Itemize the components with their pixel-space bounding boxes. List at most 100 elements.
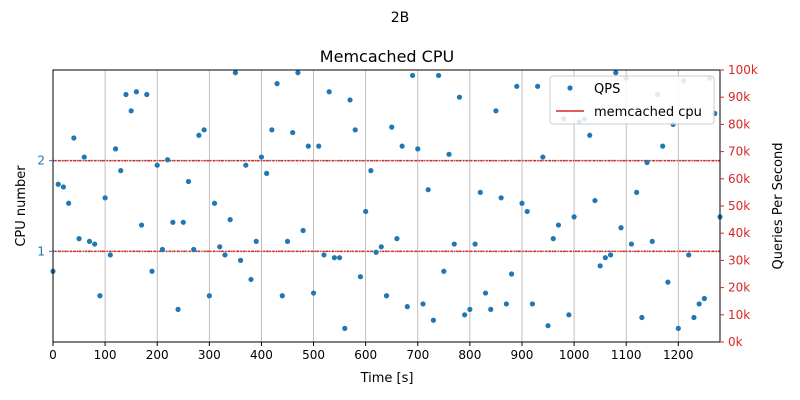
legend-cpu-label: memcached cpu — [594, 105, 702, 120]
qps-point — [472, 241, 478, 247]
x-tick-label: 100 — [94, 348, 117, 362]
qps-point — [430, 317, 436, 323]
y-right-tick-label: 70k — [728, 145, 750, 159]
qps-point — [112, 146, 119, 152]
qps-point — [524, 208, 530, 215]
qps-point — [436, 72, 442, 79]
qps-point — [696, 301, 702, 307]
qps-point — [144, 91, 150, 98]
x-tick-label: 400 — [250, 348, 273, 362]
qps-point — [107, 252, 113, 258]
qps-point — [686, 252, 692, 258]
qps-point — [321, 252, 327, 258]
qps-point — [97, 293, 103, 299]
qps-point — [529, 301, 536, 307]
y-right-tick-label: 20k — [728, 281, 750, 295]
x-tick-label: 700 — [406, 348, 429, 362]
qps-point — [446, 151, 452, 157]
qps-point — [545, 323, 551, 329]
qps-point — [441, 268, 447, 274]
qps-point — [175, 306, 181, 312]
qps-point — [217, 244, 223, 250]
legend-box — [549, 75, 715, 125]
qps-point — [237, 257, 244, 263]
qps-point — [81, 154, 87, 160]
qps-point — [555, 222, 562, 228]
qps-point — [331, 255, 337, 261]
qps-point — [535, 83, 541, 89]
qps-point — [310, 290, 317, 296]
chart-title: Memcached CPU — [320, 47, 454, 66]
y-right-tick-label: 40k — [728, 226, 750, 240]
qps-point — [342, 325, 348, 331]
qps-point — [290, 129, 296, 136]
qps-point — [383, 293, 390, 299]
qps-point — [482, 290, 489, 296]
qps-point — [243, 162, 249, 168]
y-right-tick-label: 30k — [728, 253, 750, 267]
x-tick-label: 1100 — [611, 348, 642, 362]
x-axis: 0 100 200 300 400 500 600 700 800 900 1000 1100 1200 — [49, 342, 694, 362]
qps-point — [592, 197, 598, 204]
qps-point — [71, 135, 77, 141]
qps-point — [456, 94, 463, 100]
qps-point — [86, 238, 93, 244]
qps-point — [102, 195, 108, 201]
qps-point — [222, 252, 228, 258]
qps-point — [404, 304, 410, 310]
qps-point — [274, 81, 280, 87]
x-tick-label: 1000 — [559, 348, 590, 362]
qps-point — [347, 97, 353, 103]
qps-point — [399, 143, 405, 149]
qps-point — [269, 127, 275, 133]
qps-point — [420, 301, 426, 307]
qps-point — [337, 255, 343, 261]
qps-point — [409, 72, 416, 79]
y-left-tick-label: 1 — [37, 244, 45, 258]
qps-point — [185, 178, 192, 185]
qps-point — [587, 132, 593, 138]
qps-point — [508, 271, 515, 277]
qps-point — [634, 189, 640, 195]
y-right-tick-label: 100k — [728, 63, 758, 77]
qps-point — [154, 162, 160, 168]
qps-point — [284, 238, 291, 244]
qps-point — [357, 274, 364, 280]
qps-point — [639, 314, 645, 321]
qps-point — [326, 89, 332, 95]
qps-point — [76, 236, 82, 242]
legend-qps-label: QPS — [594, 82, 620, 97]
legend-qps-marker — [567, 85, 573, 91]
y-right-tick-label: 10k — [728, 308, 750, 322]
qps-point — [540, 154, 546, 160]
qps-point — [467, 306, 473, 312]
qps-point — [451, 241, 457, 247]
qps-point — [92, 241, 98, 247]
x-tick-label: 600 — [354, 348, 377, 362]
y-right-tick-label: 90k — [728, 90, 750, 104]
qps-point — [628, 241, 635, 247]
y-right-tick-label: 80k — [728, 117, 750, 131]
y-axis-left: 12 — [37, 154, 53, 258]
qps-point — [488, 306, 494, 312]
qps-point — [55, 181, 61, 187]
qps-point — [363, 208, 369, 215]
qps-point — [368, 168, 374, 174]
x-tick-label: 0 — [49, 348, 57, 362]
legend: QPS memcached cpu — [549, 75, 715, 125]
y-left-tick-label: 2 — [37, 154, 45, 168]
qps-point — [191, 246, 197, 253]
qps-point — [415, 146, 421, 152]
figure-suptitle: 2B — [391, 10, 410, 26]
qps-point — [253, 238, 259, 244]
qps-point — [571, 214, 577, 220]
x-axis-label: Time [s] — [360, 371, 414, 386]
qps-point — [514, 83, 520, 89]
qps-point — [597, 263, 603, 269]
qps-point — [211, 200, 218, 206]
qps-point — [389, 124, 395, 130]
qps-point — [378, 244, 384, 250]
qps-point — [566, 312, 572, 318]
